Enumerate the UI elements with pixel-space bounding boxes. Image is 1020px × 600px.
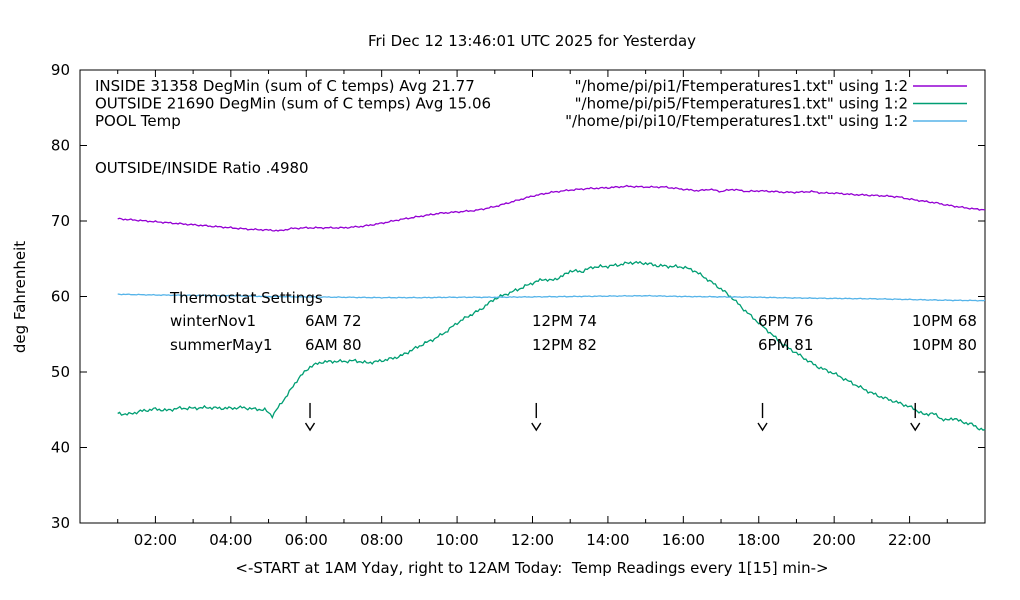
x-tick-label: 10:00 [435,531,478,549]
y-tick-label: 70 [51,212,70,230]
ratio-annotation: OUTSIDE/INSIDE Ratio .4980 [95,159,309,177]
y-tick-label: 30 [51,514,70,532]
time-marker-arrow [757,402,768,432]
time-marker-arrow [531,402,542,432]
thermostat-winter-10pm: 10PM 68 [912,312,977,330]
thermostat-title: Thermostat Settings [169,289,323,307]
x-tick-label: 20:00 [813,531,856,549]
x-tick-label: 02:00 [134,531,177,549]
x-tick-label: 12:00 [511,531,554,549]
thermostat-summer-6pm: 6PM 81 [758,336,813,354]
x-tick-label: 18:00 [737,531,780,549]
chart-title: Fri Dec 12 13:46:01 UTC 2025 for Yesterd… [368,32,696,50]
series-pool-line [117,293,986,302]
thermostat-summer-name: summerMay1 [170,336,273,354]
x-tick-label: 04:00 [209,531,252,549]
legend-label-inside: INSIDE 31358 DegMin (sum of C temps) Avg… [95,77,475,95]
y-tick-label: 40 [51,439,70,457]
legend-file-outside: "/home/pi/pi5/Ftemperatures1.txt" using … [575,95,908,113]
y-tick-label: 50 [51,363,70,381]
x-tick-label: 16:00 [662,531,705,549]
time-marker-arrows [304,402,921,432]
x-tick-label: 14:00 [586,531,629,549]
thermostat-winter-6pm: 6PM 76 [758,312,813,330]
y-tick-labels: 30 40 50 60 70 80 90 [51,61,70,532]
thermostat-settings-table: Thermostat Settings winterNov1 6AM 72 12… [169,289,977,354]
y-axis-label: deg Fahrenheit [11,241,29,353]
y-tick-label: 80 [51,137,70,155]
data-series-lines [117,184,986,431]
x-tick-label: 06:00 [285,531,328,549]
legend: INSIDE 31358 DegMin (sum of C temps) Avg… [95,77,967,130]
legend-label-outside: OUTSIDE 21690 DegMin (sum of C temps) Av… [95,95,491,113]
x-axis-label: <-START at 1AM Yday, right to 12AM Today… [235,559,828,577]
thermostat-winter-6am: 6AM 72 [305,312,362,330]
axis-ticks [80,69,985,524]
series-outside-line [117,260,986,431]
x-tick-label: 08:00 [360,531,403,549]
x-tick-label: 22:00 [888,531,931,549]
time-marker-arrow [304,402,316,432]
y-tick-label: 90 [51,61,70,79]
thermostat-winter-12pm: 12PM 74 [532,312,597,330]
thermostat-winter-name: winterNov1 [170,312,256,330]
series-inside-line [117,184,986,232]
legend-file-inside: "/home/pi/pi1/Ftemperatures1.txt" using … [575,77,908,95]
thermostat-summer-6am: 6AM 80 [305,336,362,354]
thermostat-summer-12pm: 12PM 82 [532,336,597,354]
time-marker-arrow [910,402,921,432]
legend-label-pool: POOL Temp [95,112,181,130]
x-tick-labels: 02:00 04:00 06:00 08:00 10:00 12:00 14:00 16:00… [134,531,931,549]
y-tick-label: 60 [51,288,70,306]
thermostat-summer-10pm: 10PM 80 [912,336,977,354]
legend-file-pool: "/home/pi/pi10/Ftemperatures1.txt" using… [565,112,908,130]
